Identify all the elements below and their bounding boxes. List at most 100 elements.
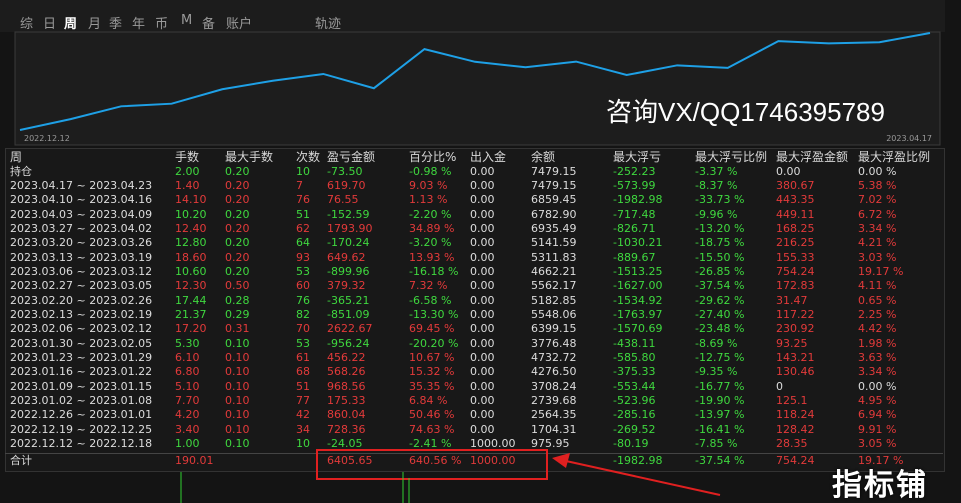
table-cell: -438.11 [613, 336, 656, 350]
total-cell: 1000.00 [470, 454, 516, 467]
table-cell: 0.00 [470, 307, 495, 321]
table-cell: -9.35 % [695, 365, 738, 379]
table-cell: 0.00 [470, 250, 495, 264]
table-cell: 2.00 [175, 165, 200, 178]
table-cell: 0.00 [470, 422, 495, 436]
equity-chart: 2022.12.12 2023.04.17 [14, 31, 941, 146]
table-cell: 728.36 [327, 422, 366, 436]
table-cell: 62 [296, 221, 310, 235]
total-divider [5, 453, 943, 454]
table-cell: 117.22 [776, 307, 815, 321]
table-cell: -152.59 [327, 207, 370, 221]
row-label: 2022.12.26 ~ 2023.01.01 [10, 408, 153, 422]
table-cell: 5562.17 [531, 279, 577, 293]
column-header: 余额 [531, 150, 556, 164]
table-cell: 0.10 [225, 393, 250, 407]
table-cell: -1534.92 [613, 293, 663, 307]
table-cell: -29.62 % [695, 293, 745, 307]
row-label: 2023.01.30 ~ 2023.02.05 [10, 336, 153, 350]
table-cell: 230.92 [776, 322, 815, 336]
table-cell: 216.25 [776, 236, 815, 250]
table-cell: 3.03 % [858, 250, 897, 264]
table-cell: -1030.21 [613, 236, 663, 250]
table-cell: 754.24 [776, 264, 815, 278]
table-cell: 0.20 [225, 179, 250, 192]
table-cell: 6935.49 [531, 221, 577, 235]
table-cell: 17.20 [175, 322, 207, 336]
row-label: 2023.03.06 ~ 2023.03.12 [10, 264, 153, 278]
table-cell: 0.00 [470, 379, 495, 393]
table-cell: 1793.90 [327, 221, 373, 235]
row-label: 2023.01.23 ~ 2023.01.29 [10, 350, 153, 364]
table-cell: 7479.15 [531, 179, 577, 192]
table-cell: 7.32 % [409, 279, 448, 293]
table-cell: 76 [296, 293, 310, 307]
row-label: 2023.04.10 ~ 2023.04.16 [10, 193, 153, 207]
table-cell: 1.98 % [858, 336, 897, 350]
table-cell: 5311.83 [531, 250, 577, 264]
table-cell: -18.75 % [695, 236, 745, 250]
highlight-box [316, 449, 548, 480]
brand-watermark: 指标铺 [832, 468, 928, 503]
table-cell: 0.10 [225, 365, 250, 379]
table-cell: 35.35 % [409, 379, 455, 393]
end-date: 2023.04.17 [886, 134, 932, 143]
table-cell: -9.96 % [695, 207, 738, 221]
table-cell: 0.20 [225, 207, 250, 221]
table-cell: 3708.24 [531, 379, 577, 393]
row-label: 2022.12.12 ~ 2022.12.18 [10, 436, 153, 450]
table-cell: 76.55 [327, 193, 359, 207]
table-cell: 0.00 [470, 165, 495, 178]
column-header: 最大浮盈比例 [858, 150, 931, 164]
table-cell: 172.83 [776, 279, 815, 293]
table-cell: -6.58 % [409, 293, 452, 307]
table-cell: 968.56 [327, 379, 366, 393]
table-cell: 4276.50 [531, 365, 577, 379]
table-cell: -16.77 % [695, 379, 745, 393]
table-cell: 130.46 [776, 365, 815, 379]
table-cell: 3776.48 [531, 336, 577, 350]
total-cell: 6405.65 [327, 454, 373, 467]
table-cell: -899.96 [327, 264, 370, 278]
table-cell: 1.40 [175, 179, 200, 192]
table-cell: 21.37 [175, 307, 207, 321]
table-cell: 7.02 % [858, 193, 897, 207]
table-cell: 10.60 [175, 264, 207, 278]
table-cell: 53 [296, 264, 310, 278]
table-cell: -1627.00 [613, 279, 663, 293]
table-cell: 0.00 [470, 264, 495, 278]
table-cell: 456.22 [327, 350, 366, 364]
total-cell: 190.01 [175, 454, 214, 467]
table-cell: 0.20 [225, 236, 250, 250]
table-cell: 10.20 [175, 207, 207, 221]
table-cell: 0.00 [470, 336, 495, 350]
table-cell: -8.37 % [695, 179, 738, 192]
table-cell: 12.40 [175, 221, 207, 235]
column-header: 百分比% [409, 150, 457, 164]
table-cell: 4.42 % [858, 322, 897, 336]
table-cell: -13.20 % [695, 221, 745, 235]
table-cell: 6782.90 [531, 207, 577, 221]
table-cell: 0.20 [225, 165, 250, 178]
table-cell: 3.34 % [858, 365, 897, 379]
total-cell: -1982.98 [613, 454, 663, 467]
table-cell: 7.70 [175, 393, 200, 407]
table-cell: 6.10 [175, 350, 200, 364]
row-label: 2023.01.16 ~ 2023.01.22 [10, 365, 153, 379]
table-cell: 0.00 [470, 408, 495, 422]
column-header: 出入金 [470, 150, 507, 164]
table-cell: 128.42 [776, 422, 815, 436]
table-cell: -375.33 [613, 365, 656, 379]
table-cell: 2622.67 [327, 322, 373, 336]
table-cell: -15.50 % [695, 250, 745, 264]
table-cell: 7479.15 [531, 165, 577, 178]
table-cell: 0.20 [225, 250, 250, 264]
row-label: 2023.01.09 ~ 2023.01.15 [10, 379, 153, 393]
table-cell: 0.00 [470, 393, 495, 407]
tab: 周 [64, 17, 78, 32]
column-header: 最大浮亏 [613, 150, 662, 164]
table-cell: 82 [296, 307, 310, 321]
table-cell: -7.85 % [695, 436, 738, 450]
table-cell: -20.20 % [409, 336, 459, 350]
tab: 综 [20, 17, 34, 32]
